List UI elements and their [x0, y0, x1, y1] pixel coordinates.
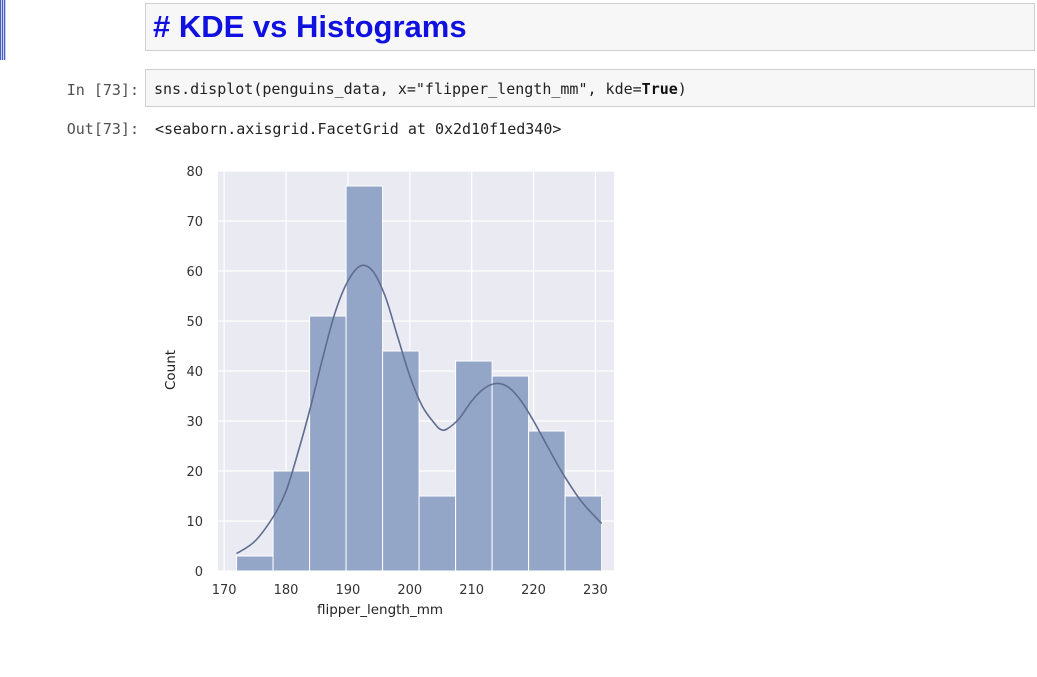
x-tick-label: 200	[397, 583, 422, 598]
y-tick-label: 20	[186, 465, 203, 480]
y-tick-label: 50	[186, 315, 203, 330]
x-tick-label: 220	[521, 583, 546, 598]
x-tick-label: 170	[212, 583, 237, 598]
histogram-bars	[236, 185, 603, 572]
x-tick-label: 230	[583, 583, 608, 598]
cell-selection-indicator	[0, 0, 6, 60]
histogram-bar	[418, 495, 457, 572]
histogram-bar	[455, 360, 493, 572]
output-prompt: Out[73]:	[66, 120, 139, 138]
x-tick-label: 190	[336, 583, 361, 598]
histogram-bar	[491, 375, 530, 572]
histogram-bar	[345, 185, 384, 572]
output-repr-text: <seaborn.axisgrid.FacetGrid at 0x2d10f1e…	[155, 120, 562, 138]
markdown-heading: # KDE vs Histograms	[153, 9, 467, 44]
y-tick-labels: 0 10 20 30 40 50 60 70 80	[186, 165, 203, 580]
histogram-bar	[528, 430, 566, 572]
input-prompt: In [73]:	[66, 81, 139, 99]
histogram-bar	[564, 495, 603, 572]
code-line: sns.displot(penguins_data, x="flipper_le…	[154, 79, 687, 99]
y-tick-label: 80	[186, 165, 203, 180]
y-tick-label: 70	[186, 215, 203, 230]
y-axis-label: Count	[163, 350, 179, 390]
kde-curve	[236, 264, 603, 555]
y-tick-label: 60	[186, 265, 203, 280]
x-tick-labels: 170 180 190 200 210 220 230	[212, 583, 608, 598]
histogram-bar	[236, 555, 274, 572]
code-cell-editor[interactable]: sns.displot(penguins_data, x="flipper_le…	[145, 69, 1035, 107]
y-tick-label: 30	[186, 415, 203, 430]
y-tick-label: 0	[195, 565, 203, 580]
markdown-cell[interactable]: # KDE vs Histograms	[145, 3, 1035, 51]
code-text-end: )	[677, 80, 687, 98]
histogram-kde-chart: 170 180 190 200 210 220 230 01020304050607080 …	[163, 165, 614, 618]
code-keyword-true: True	[641, 80, 678, 98]
histogram-bar	[382, 350, 420, 572]
y-tick-label: 40	[186, 365, 203, 380]
x-tick-label: 210	[459, 583, 484, 598]
x-axis-label: flipper_length_mm	[317, 602, 443, 618]
x-tick-label: 180	[274, 583, 299, 598]
histogram-bar	[309, 315, 347, 572]
y-tick-label: 10	[186, 515, 203, 530]
histogram-bar	[272, 470, 311, 572]
code-text: sns.displot(penguins_data, x="flipper_le…	[154, 80, 642, 98]
